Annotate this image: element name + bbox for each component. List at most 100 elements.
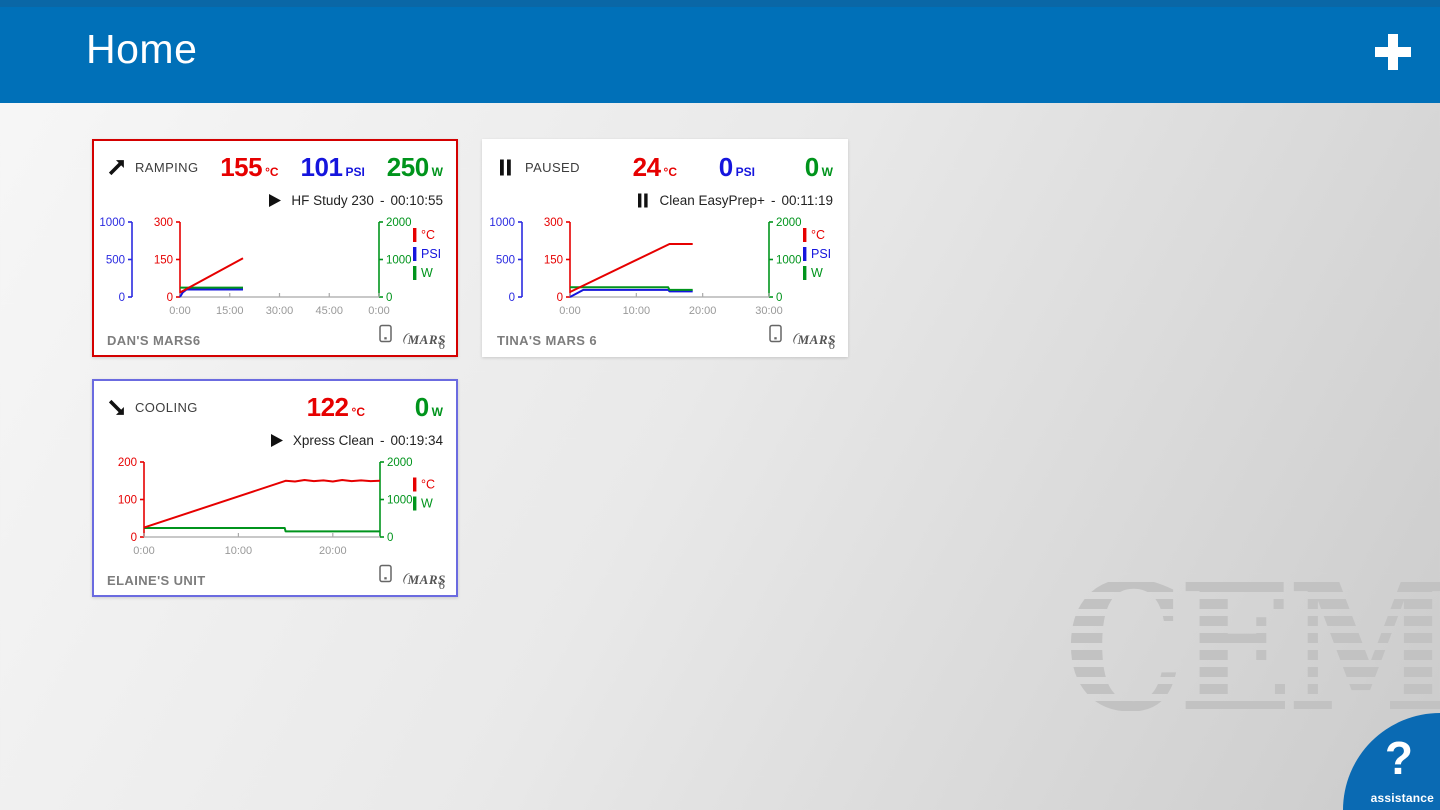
svg-text:500: 500: [496, 255, 515, 267]
svg-text:2000: 2000: [387, 457, 413, 469]
elapsed-time: 00:19:34: [390, 432, 443, 448]
play-icon: [269, 433, 284, 448]
svg-text:10:00: 10:00: [225, 545, 253, 557]
mars6-logo: (MARS6: [792, 328, 836, 352]
device-name: ELAINE'S UNIT: [107, 573, 206, 588]
method-row: Xpress Clean - 00:19:34: [94, 423, 456, 450]
svg-text:30:00: 30:00: [755, 305, 783, 317]
svg-text:1000: 1000: [387, 495, 413, 507]
assistance-label: assistance: [1370, 791, 1434, 805]
cem-logo-watermark: CEM: [1065, 560, 1440, 736]
power-reading: 250 W: [386, 152, 443, 182]
svg-text:15:00: 15:00: [216, 305, 244, 317]
method-name: Xpress Clean: [292, 432, 374, 448]
svg-text:PSI: PSI: [811, 247, 831, 261]
svg-text:W: W: [421, 266, 433, 280]
add-device-button[interactable]: [1368, 27, 1418, 77]
tablet-icon: [768, 324, 783, 348]
svg-text:20:00: 20:00: [689, 305, 717, 317]
card-status-row: RAMPING 155 °C 101 PSI 250 W: [94, 141, 456, 183]
svg-text:0:00: 0:00: [169, 305, 190, 317]
status-label: PAUSED: [525, 160, 580, 175]
svg-text:0:00: 0:00: [368, 305, 389, 317]
question-mark-icon: ?: [1384, 732, 1413, 784]
method-separator: -: [379, 192, 385, 208]
svg-text:0: 0: [509, 292, 515, 304]
elapsed-time: 00:11:19: [781, 192, 833, 208]
trend-down-icon: [107, 398, 126, 417]
card-footer: DAN'S MARS6 (MARS6: [107, 324, 446, 352]
device-name: TINA'S MARS 6: [497, 333, 598, 348]
assistance-button[interactable]: ? assistance: [1343, 713, 1440, 810]
trend-up-icon: [107, 158, 126, 177]
svg-text:45:00: 45:00: [315, 305, 343, 317]
svg-text:300: 300: [154, 217, 173, 229]
pressure-reading: 0 PSI: [718, 152, 755, 182]
readings: 155 °C 101 PSI 250 W: [220, 152, 443, 183]
method-row: HF Study 230 - 00:10:55: [94, 183, 456, 210]
device-name: DAN'S MARS6: [107, 333, 201, 348]
svg-text:PSI: PSI: [421, 247, 441, 261]
svg-text:0: 0: [387, 532, 393, 544]
svg-text:0: 0: [776, 292, 782, 304]
elapsed-time: 00:10:55: [390, 192, 443, 208]
method-row: Clean EasyPrep+ - 00:11:19: [484, 183, 846, 210]
svg-text:30:00: 30:00: [266, 305, 294, 317]
svg-text:1000: 1000: [99, 217, 125, 229]
pause-icon: [497, 158, 516, 177]
svg-text:1000: 1000: [489, 217, 515, 229]
svg-text:200: 200: [118, 457, 137, 469]
svg-text:W: W: [421, 497, 433, 511]
svg-text:0:00: 0:00: [559, 305, 580, 317]
svg-text:1000: 1000: [386, 255, 412, 267]
status-label: COOLING: [135, 400, 198, 415]
plus-icon: [1375, 34, 1411, 70]
svg-text:°C: °C: [421, 228, 435, 242]
app-header-bar: Home: [0, 0, 1440, 103]
status-label: RAMPING: [135, 160, 199, 175]
device-card-dans-mars6[interactable]: RAMPING 155 °C 101 PSI 250 W HF Study 230 -…: [92, 139, 458, 357]
temperature-reading: 24 °C: [632, 152, 677, 182]
svg-text:2000: 2000: [386, 217, 412, 229]
method-name: HF Study 230: [291, 192, 374, 208]
svg-text:150: 150: [154, 255, 173, 267]
svg-text:0: 0: [386, 292, 392, 304]
play-icon: [267, 193, 282, 208]
pressure-reading: 101 PSI: [300, 152, 365, 182]
svg-text:0: 0: [167, 292, 173, 304]
svg-text:1000: 1000: [776, 255, 802, 267]
method-separator: -: [770, 192, 776, 208]
svg-text:300: 300: [544, 217, 563, 229]
svg-text:°C: °C: [811, 228, 825, 242]
svg-text:0: 0: [131, 532, 137, 544]
svg-text:500: 500: [106, 255, 125, 267]
method-name: Clean EasyPrep+: [659, 192, 765, 208]
mars6-logo: (MARS6: [402, 568, 446, 592]
tablet-icon: [378, 564, 393, 588]
svg-text:0: 0: [557, 292, 563, 304]
method-separator: -: [379, 432, 385, 448]
pause-icon: [636, 193, 651, 208]
card-footer: ELAINE'S UNIT (MARS6: [107, 564, 446, 592]
temperature-reading: 122 °C: [306, 392, 365, 422]
card-footer: TINA'S MARS 6 (MARS6: [497, 324, 836, 352]
svg-text:0: 0: [119, 292, 125, 304]
temperature-reading: 155 °C: [220, 152, 279, 182]
svg-text:W: W: [811, 266, 823, 280]
svg-text:2000: 2000: [776, 217, 802, 229]
svg-text:0:00: 0:00: [133, 545, 154, 557]
svg-text:150: 150: [544, 255, 563, 267]
mars6-logo: (MARS6: [402, 328, 446, 352]
svg-text:10:00: 10:00: [623, 305, 651, 317]
tablet-icon: [378, 324, 393, 348]
svg-text:100: 100: [118, 495, 137, 507]
